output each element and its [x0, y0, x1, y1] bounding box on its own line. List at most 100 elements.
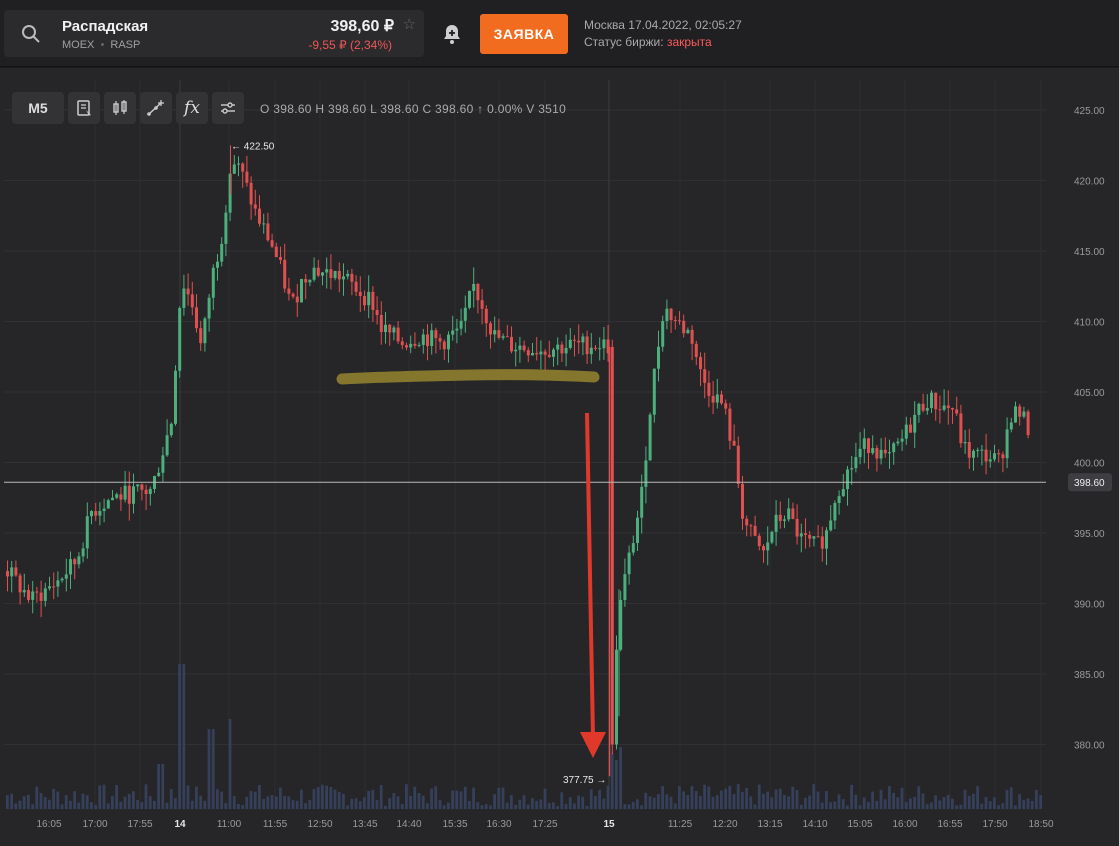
- volume-bar: [489, 805, 492, 809]
- volume-bar: [879, 789, 883, 809]
- settings-sliders-icon[interactable]: [212, 92, 244, 124]
- volume-bar: [119, 801, 123, 809]
- candle-body: [484, 308, 488, 324]
- candle-body: [169, 423, 173, 436]
- candle-body: [354, 281, 358, 292]
- volume-bar: [715, 795, 719, 809]
- volume-bar: [270, 795, 274, 809]
- volume-bar: [94, 804, 97, 809]
- volume-bar: [249, 791, 253, 809]
- volume-bar: [980, 803, 984, 809]
- candle-body: [896, 441, 900, 444]
- exchange-name: MOEX: [62, 39, 95, 51]
- candle-body: [430, 330, 434, 347]
- candle-body: [190, 294, 194, 308]
- candle-body: [547, 354, 551, 357]
- candle-body: [862, 438, 866, 449]
- volume-bar: [64, 795, 68, 809]
- drawing-tool-icon[interactable]: [140, 92, 172, 124]
- candle-body: [573, 339, 576, 341]
- volume-bar: [510, 795, 513, 809]
- volume-bar: [476, 802, 480, 809]
- volume-bar: [241, 804, 244, 809]
- red-arrow-shaft: [585, 412, 595, 739]
- volume-bar: [825, 791, 828, 809]
- y-tick-label: 400.00: [1074, 459, 1105, 470]
- volume-bar: [526, 804, 530, 809]
- volume-bar: [174, 798, 177, 809]
- volume-bar: [258, 784, 261, 809]
- candle-body: [186, 288, 190, 295]
- volume-bar: [18, 800, 22, 809]
- star-icon[interactable]: ☆: [402, 16, 416, 33]
- volume-bar: [203, 800, 207, 809]
- candle-body: [438, 338, 442, 342]
- x-tick-label: 11:25: [668, 819, 693, 830]
- candle-body: [753, 525, 757, 536]
- instrument-exchange: MOEX • RASP: [62, 39, 140, 51]
- red-arrow-head: [580, 732, 606, 758]
- volume-bar: [291, 800, 295, 809]
- separator: •: [100, 39, 105, 51]
- candle-body: [144, 489, 148, 495]
- search-icon[interactable]: [20, 23, 42, 45]
- candle-body: [325, 269, 329, 273]
- volume-bar: [757, 784, 761, 809]
- candle-body: [980, 449, 984, 451]
- volume-bar: [736, 784, 740, 809]
- candle-body: [476, 283, 480, 301]
- volume-bar: [237, 804, 240, 809]
- candle-body: [136, 484, 140, 487]
- volume-bar: [909, 798, 912, 809]
- volume-bar: [648, 796, 652, 809]
- interval-button[interactable]: M5: [12, 92, 64, 124]
- volume-bar: [232, 796, 236, 809]
- candle-type-icon[interactable]: [104, 92, 136, 124]
- chart-area[interactable]: [0, 68, 1119, 846]
- volume-bar: [976, 786, 979, 809]
- candle-body: [396, 327, 400, 342]
- candle-body: [875, 448, 879, 459]
- candle-body: [825, 530, 828, 549]
- candle-body: [682, 320, 686, 334]
- candle-body: [652, 368, 656, 415]
- volume-bar: [283, 796, 286, 809]
- function-icon[interactable]: fx: [176, 92, 208, 124]
- volume-bar: [728, 785, 732, 809]
- ticker-card[interactable]: Распадская MOEX • RASP 398,60 ₽ ☆ -9,55 …: [4, 10, 424, 57]
- candle-body: [732, 440, 736, 446]
- candle-body: [300, 278, 303, 303]
- order-button[interactable]: ЗАЯВКА: [480, 14, 568, 54]
- volume-bar: [405, 784, 408, 809]
- candle-body: [673, 319, 677, 321]
- volume-bar: [358, 801, 362, 809]
- candle-body: [211, 267, 215, 298]
- volume-bar: [312, 789, 316, 809]
- volume-bar: [363, 797, 366, 809]
- indicator-template-icon[interactable]: [68, 92, 100, 124]
- volume-bar: [39, 793, 43, 809]
- candle-body: [648, 414, 652, 461]
- candle-body: [274, 246, 278, 258]
- volume-bar: [795, 790, 799, 809]
- candle-body: [724, 403, 728, 409]
- volume-bar: [518, 799, 522, 809]
- candle-body: [350, 273, 354, 282]
- volume-bar: [295, 800, 299, 809]
- volume-bar: [123, 796, 127, 809]
- volume-bar: [451, 790, 454, 809]
- volume-bar: [463, 786, 467, 809]
- volume-bar: [577, 795, 580, 809]
- volume-bar: [287, 796, 291, 809]
- volume-bar: [741, 792, 744, 809]
- volume-bar: [300, 789, 303, 809]
- candle-body: [539, 351, 543, 355]
- price-chart[interactable]: ← 422.50 377.75 → 425.00 420.00 415.00 410.00…: [0, 68, 1119, 846]
- bell-add-icon[interactable]: [440, 22, 464, 46]
- volume-bar: [812, 784, 816, 809]
- candle-body: [220, 243, 224, 262]
- candle-body: [52, 586, 56, 588]
- volume-bar: [669, 796, 673, 809]
- exchange-status: Статус биржи: закрыта: [584, 35, 712, 49]
- candle-body: [766, 542, 770, 551]
